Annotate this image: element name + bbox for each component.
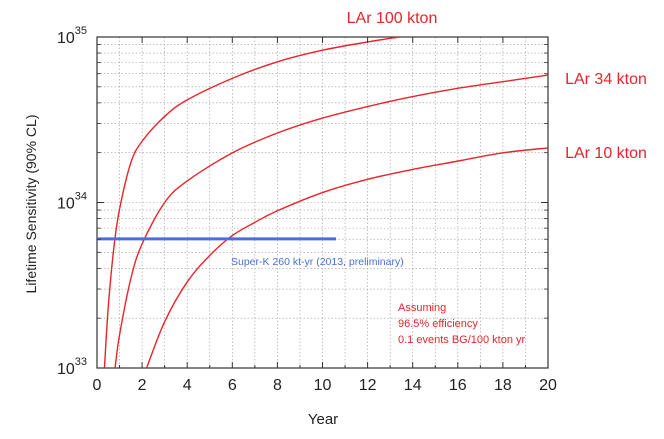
- x-tick-label: 8: [273, 377, 282, 394]
- x-tick-label: 4: [183, 377, 192, 394]
- y-tick-label: 1034: [57, 191, 87, 213]
- y-tick-base: 10: [57, 361, 75, 378]
- x-tick-label: 6: [228, 377, 237, 394]
- y-tick-label: 1033: [57, 356, 87, 378]
- y-tick-label: 1035: [57, 25, 87, 47]
- legend-lar-100: LAr 100 kton: [347, 10, 438, 27]
- series-line-1: [114, 74, 549, 369]
- grid-layer: [97, 37, 548, 368]
- y-tick-exponent: 35: [75, 25, 87, 37]
- y-tick-exponent: 34: [75, 191, 87, 203]
- x-tick-label: 16: [449, 377, 467, 394]
- legend-lar-10: LAr 10 kton: [565, 145, 647, 162]
- legend-super-k: Super-K 260 kt-yr (2013, preliminary): [231, 256, 404, 268]
- annotation-line-3: 0.1 events BG/100 kton yr: [398, 334, 526, 346]
- series-layer: [97, 36, 549, 369]
- x-axis-label: Year: [308, 411, 338, 428]
- legend-lar-34: LAr 34 kton: [565, 71, 647, 88]
- annotation-line-1: Assuming: [398, 302, 446, 314]
- x-tick-label: 2: [138, 377, 147, 394]
- x-tick-label: 0: [93, 377, 102, 394]
- series-line-2: [145, 147, 549, 369]
- y-tick-exponent: 33: [75, 356, 87, 368]
- x-tick-label: 10: [314, 377, 332, 394]
- x-tick-label: 14: [404, 377, 422, 394]
- y-axis-label: Lifetime Sensitivity (90% CL): [23, 115, 39, 294]
- series-line-0: [103, 36, 400, 369]
- annotation-line-2: 96.5% efficiency: [398, 318, 478, 330]
- y-tick-base: 10: [57, 30, 75, 47]
- x-tick-label: 18: [494, 377, 512, 394]
- x-tick-label: 12: [359, 377, 377, 394]
- y-tick-base: 10: [57, 196, 75, 213]
- x-tick-label: 20: [539, 377, 557, 394]
